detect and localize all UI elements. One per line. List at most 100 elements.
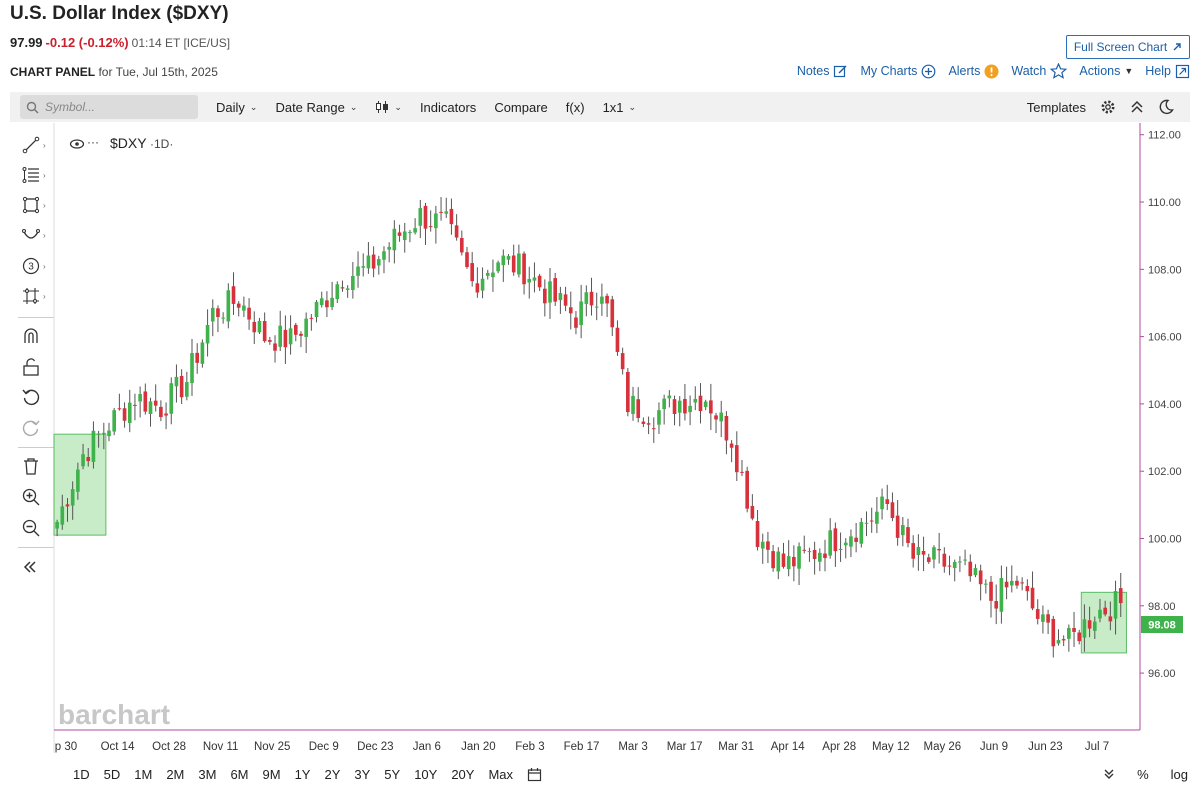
- fib-tool[interactable]: ›: [22, 164, 52, 186]
- my-charts-link[interactable]: My Charts: [860, 64, 936, 79]
- templates-button[interactable]: Templates: [1026, 99, 1086, 115]
- candle: [511, 244, 516, 276]
- chart-type-dropdown[interactable]: ⌄: [375, 100, 402, 114]
- measure-tool[interactable]: ›: [22, 285, 52, 307]
- collapse-sidebar-tool[interactable]: [22, 556, 52, 578]
- candle-body: [70, 489, 75, 506]
- candle: [138, 386, 142, 418]
- moon-icon[interactable]: [1158, 99, 1174, 115]
- range-button-5d[interactable]: 5D: [103, 766, 121, 782]
- candle: [325, 291, 329, 318]
- candle: [1041, 605, 1045, 634]
- watch-link[interactable]: Watch: [1011, 63, 1068, 79]
- magnet-tool[interactable]: [22, 325, 52, 347]
- candle: [86, 447, 91, 467]
- candle-body: [470, 263, 475, 282]
- symbol-search-input[interactable]: Symbol...: [20, 95, 198, 119]
- range-button-1y[interactable]: 1Y: [294, 766, 311, 782]
- candle: [174, 364, 179, 403]
- lock-tool[interactable]: [22, 356, 52, 378]
- price-chart[interactable]: 112.00 110.00 108.00 106.00 104.00 102.00 100.…: [0, 123, 1200, 753]
- candlestick-icon: [376, 101, 389, 113]
- eye-icon[interactable]: [69, 139, 85, 149]
- range-buttons: 1D 5D 1M 2M 3M 6M 9M 1Y 2Y 3Y 5Y 10Y 20Y Max: [55, 767, 513, 782]
- calendar-icon[interactable]: [527, 767, 542, 782]
- alerts-link[interactable]: Alerts: [948, 64, 999, 79]
- range-button-2y[interactable]: 2Y: [324, 766, 341, 782]
- chevron-right-icon: ›: [43, 291, 46, 301]
- interval-dropdown[interactable]: Daily ⌄: [216, 100, 257, 115]
- actions-menu[interactable]: Actions ▼: [1079, 64, 1133, 78]
- indicators-button[interactable]: Indicators: [420, 100, 476, 115]
- time-tick-label: Mar 31: [718, 741, 754, 753]
- undo-tool[interactable]: [22, 386, 52, 408]
- chart-toolbar: Symbol... Daily ⌄ Date Range ⌄ ⌄ Indicator…: [10, 92, 1190, 122]
- candle: [755, 509, 760, 551]
- date-range-dropdown[interactable]: Date Range ⌄: [275, 100, 357, 115]
- highlight-boxes: [53, 433, 1127, 654]
- shape-tool[interactable]: ›: [22, 194, 52, 216]
- candle: [475, 267, 480, 298]
- candle: [532, 262, 537, 293]
- range-button-5y[interactable]: 5Y: [384, 766, 401, 782]
- range-button-20y[interactable]: 20Y: [451, 766, 475, 782]
- range-button-9m[interactable]: 9M: [262, 766, 281, 782]
- percent-toggle[interactable]: %: [1137, 766, 1149, 782]
- candle: [688, 395, 692, 426]
- range-button-1d[interactable]: 1D: [73, 766, 90, 782]
- candle: [651, 417, 656, 443]
- candle-body: [1118, 588, 1123, 604]
- range-button-2m[interactable]: 2M: [166, 766, 185, 782]
- range-button-3m[interactable]: 3M: [198, 766, 217, 782]
- candle: [345, 285, 350, 298]
- candle-body: [179, 375, 184, 398]
- candle: [76, 462, 80, 500]
- candle-body: [340, 287, 345, 289]
- range-button-max[interactable]: Max: [488, 766, 514, 782]
- candle-body: [491, 272, 495, 278]
- chart-legend[interactable]: ··· $DXY ·1D·: [69, 135, 174, 151]
- candle: [558, 286, 563, 314]
- zoom-in-tool[interactable]: [22, 486, 52, 508]
- candle: [1087, 606, 1092, 638]
- candle: [439, 197, 443, 221]
- range-button-1m[interactable]: 1M: [134, 766, 153, 782]
- arc-tool[interactable]: ›: [22, 224, 52, 246]
- log-toggle[interactable]: log: [1170, 766, 1188, 782]
- candle: [361, 253, 366, 277]
- trendline-tool[interactable]: ›: [22, 134, 52, 156]
- chart-panel-label: CHART PANEL for Tue, Jul 15th, 2025: [10, 65, 218, 79]
- fx-button[interactable]: f(x): [566, 100, 585, 115]
- help-link[interactable]: Help: [1145, 64, 1190, 79]
- compare-button[interactable]: Compare: [494, 100, 547, 115]
- candle-body: [293, 324, 298, 335]
- candle-body: [1035, 609, 1040, 619]
- double-chevron-down-icon[interactable]: [1103, 768, 1115, 780]
- gear-icon[interactable]: [1100, 99, 1116, 115]
- trendline-icon: [22, 136, 40, 154]
- collapse-icon[interactable]: [1130, 100, 1144, 114]
- indicators-label: Indicators: [419, 99, 477, 115]
- full-screen-chart-button[interactable]: Full Screen Chart: [1066, 35, 1190, 59]
- layout-dropdown[interactable]: 1x1 ⌄: [603, 100, 637, 115]
- range-button-3y[interactable]: 3Y: [354, 766, 371, 782]
- legend-more-icon[interactable]: ···: [87, 135, 99, 149]
- candle-body: [366, 255, 371, 269]
- candle-body: [325, 300, 329, 308]
- candle: [875, 497, 879, 534]
- candle: [698, 383, 703, 424]
- notes-link[interactable]: Notes: [797, 64, 849, 79]
- elliott-tool[interactable]: 3 ›: [22, 255, 52, 277]
- candle: [91, 421, 96, 469]
- search-icon: [26, 101, 39, 114]
- candle: [309, 314, 314, 331]
- candle: [418, 199, 423, 239]
- candle-body: [439, 211, 443, 213]
- delete-tool[interactable]: [22, 455, 52, 477]
- candle-body: [875, 511, 879, 524]
- candle-body: [382, 251, 386, 260]
- range-button-10y[interactable]: 10Y: [414, 766, 438, 782]
- zoom-out-tool[interactable]: [22, 517, 52, 539]
- range-button-6m[interactable]: 6M: [230, 766, 249, 782]
- redo-tool[interactable]: [22, 417, 52, 439]
